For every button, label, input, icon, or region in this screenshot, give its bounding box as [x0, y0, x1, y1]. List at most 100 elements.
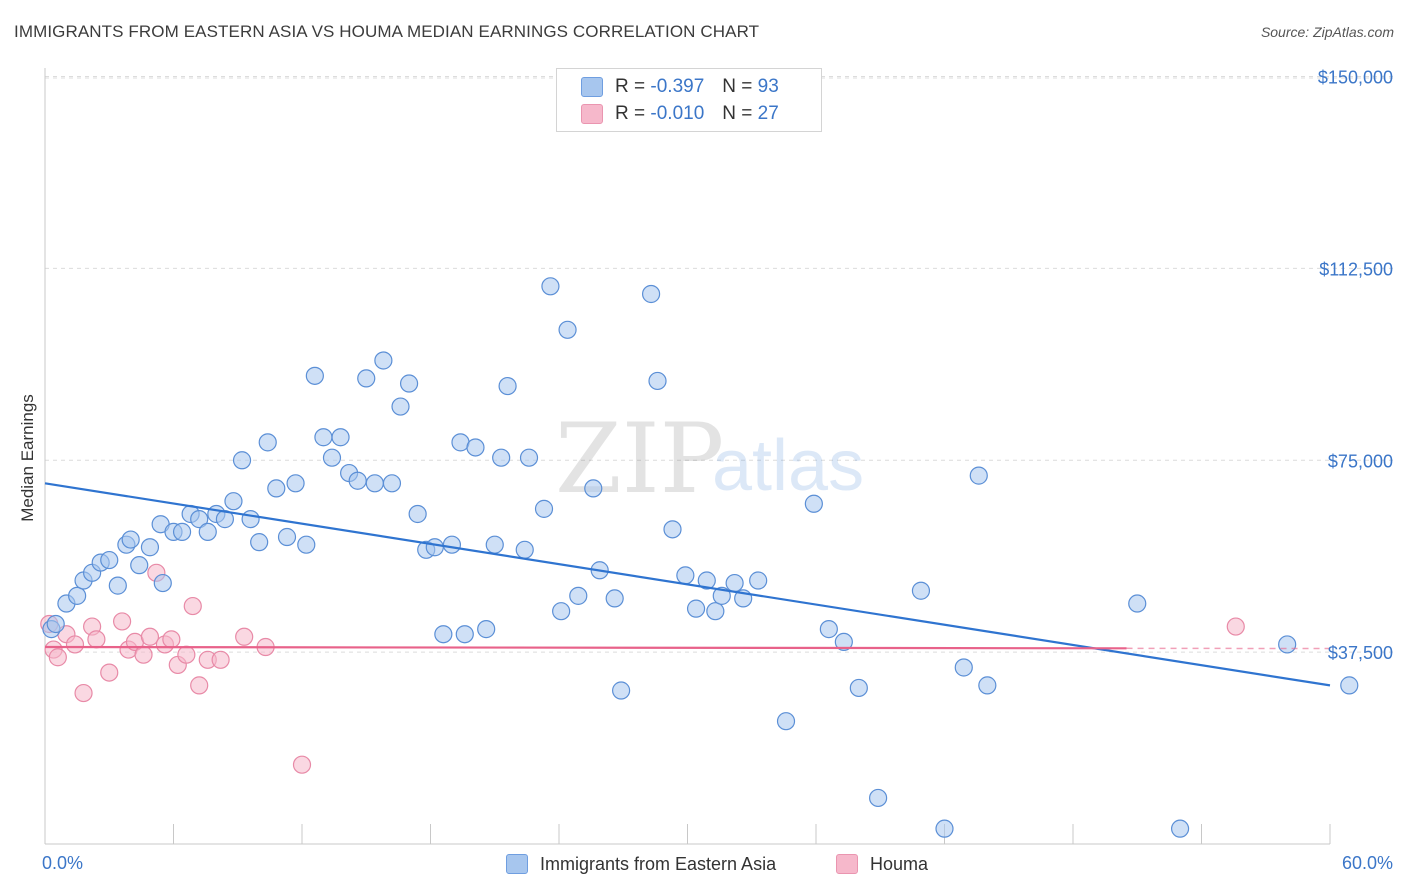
grid-lines — [45, 76, 1395, 653]
eastern-asia-point — [455, 625, 474, 644]
eastern-asia-point — [100, 550, 119, 570]
legend-r-label: R = — [615, 103, 646, 124]
eastern-asia-point — [434, 625, 453, 644]
bottom-legend-swatch-pink — [836, 854, 858, 874]
eastern-asia-point — [584, 479, 603, 498]
eastern-asia-point — [541, 277, 560, 296]
eastern-asia-point — [348, 471, 367, 490]
eastern-asia-point — [954, 658, 973, 677]
eastern-asia-point — [314, 428, 333, 447]
eastern-asia-point — [297, 535, 316, 554]
legend-swatch-pink — [581, 104, 603, 124]
houma-point — [112, 612, 132, 631]
eastern-asia-point — [153, 573, 172, 593]
houma-point — [183, 596, 202, 616]
eastern-asia-point — [485, 535, 504, 554]
eastern-asia-point — [198, 522, 217, 541]
tick-labels: $37,500 $75,000 $112,500 $150,000 0.0% 60.0% — [42, 68, 1393, 873]
houma-point — [48, 648, 67, 667]
eastern-asia-point — [331, 428, 350, 447]
eastern-asia-point — [558, 320, 577, 339]
eastern-asia-point — [706, 602, 725, 621]
eastern-asia-point — [250, 533, 269, 552]
eastern-asia-point — [749, 571, 768, 590]
watermark-atlas: atlas — [712, 426, 864, 506]
eastern-asia-point — [425, 538, 444, 557]
eastern-asia-point — [712, 586, 731, 605]
eastern-asia-point — [267, 479, 286, 498]
eastern-asia-point — [492, 448, 511, 467]
houma-point — [100, 663, 119, 682]
trend-lines — [44, 482, 1331, 687]
x-tick-label: 0.0% — [42, 853, 83, 873]
houma-point — [292, 755, 312, 774]
eastern-asia-point — [477, 620, 496, 639]
houma-point — [140, 627, 160, 646]
eastern-asia-point — [725, 573, 744, 593]
eastern-asia-point — [190, 510, 209, 529]
eastern-asia-point — [612, 681, 631, 700]
eastern-asia-point — [686, 599, 706, 618]
eastern-asia-point — [232, 451, 252, 470]
eastern-asia-point — [357, 369, 376, 388]
houma-point — [190, 676, 209, 695]
eastern-asia-point — [224, 492, 243, 511]
eastern-asia-point — [68, 586, 87, 605]
y-tick-label: $37,500 — [1328, 643, 1393, 663]
eastern-asia-trend-line — [44, 482, 1331, 687]
eastern-asia-point — [391, 397, 410, 416]
eastern-asia-point — [241, 510, 260, 529]
houma-point — [162, 630, 181, 649]
eastern-asia-point — [121, 530, 140, 549]
eastern-asia-point — [552, 602, 571, 621]
houma-point — [134, 645, 153, 664]
eastern-asia-point — [1278, 635, 1297, 654]
eastern-asia-points — [42, 277, 1359, 838]
eastern-asia-point — [399, 374, 419, 393]
eastern-asia-point — [935, 819, 954, 838]
eastern-asia-point — [172, 522, 192, 541]
eastern-asia-point — [834, 632, 853, 652]
legend-r-value: -0.010 — [650, 103, 705, 124]
x-tick-label: 60.0% — [1342, 853, 1393, 873]
bottom-legend-label: Immigrants from Eastern Asia — [540, 853, 777, 874]
eastern-asia-point — [519, 448, 539, 467]
eastern-asia-point — [515, 540, 534, 559]
eastern-asia-point — [408, 504, 427, 524]
bottom-legend-eastern-asia[interactable]: Immigrants from Eastern Asia — [506, 852, 776, 876]
eastern-asia-point — [676, 566, 695, 585]
watermark-zip: ZIP — [555, 403, 724, 515]
houma-point — [1226, 617, 1245, 636]
eastern-asia-point — [1170, 819, 1190, 838]
houma-point — [211, 650, 230, 669]
houma-point — [74, 683, 93, 703]
correlation-legend: R = -0.397 N = 93 R = -0.010 N = 27 — [556, 68, 822, 132]
bottom-legend-houma[interactable]: Houma — [836, 852, 928, 876]
bottom-legend-label: Houma — [870, 853, 929, 874]
eastern-asia-point — [663, 520, 682, 539]
eastern-asia-point — [140, 538, 160, 557]
eastern-asia-point — [286, 474, 305, 493]
legend-n-label: N = — [722, 103, 753, 124]
eastern-asia-point — [534, 499, 554, 518]
eastern-asia-point — [776, 712, 796, 731]
eastern-asia-point — [569, 586, 588, 605]
houma-points — [40, 563, 1245, 774]
legend-swatch-blue — [581, 77, 603, 97]
eastern-asia-point — [804, 494, 823, 513]
y-tick-label: $112,500 — [1319, 259, 1393, 279]
axes — [44, 68, 1331, 845]
eastern-asia-point — [322, 448, 342, 467]
eastern-asia-point — [819, 620, 838, 639]
houma-point — [177, 645, 196, 664]
y-tick-label: $150,000 — [1318, 68, 1393, 88]
eastern-asia-point — [277, 527, 297, 547]
eastern-asia-point — [978, 676, 997, 695]
eastern-asia-point — [466, 438, 485, 457]
y-tick-label: $75,000 — [1328, 451, 1393, 471]
legend-row-houma: R = -0.010 N = 27 — [581, 103, 779, 125]
legend-n-label: N = — [722, 76, 753, 97]
eastern-asia-point — [365, 474, 384, 493]
eastern-asia-point — [869, 788, 888, 808]
